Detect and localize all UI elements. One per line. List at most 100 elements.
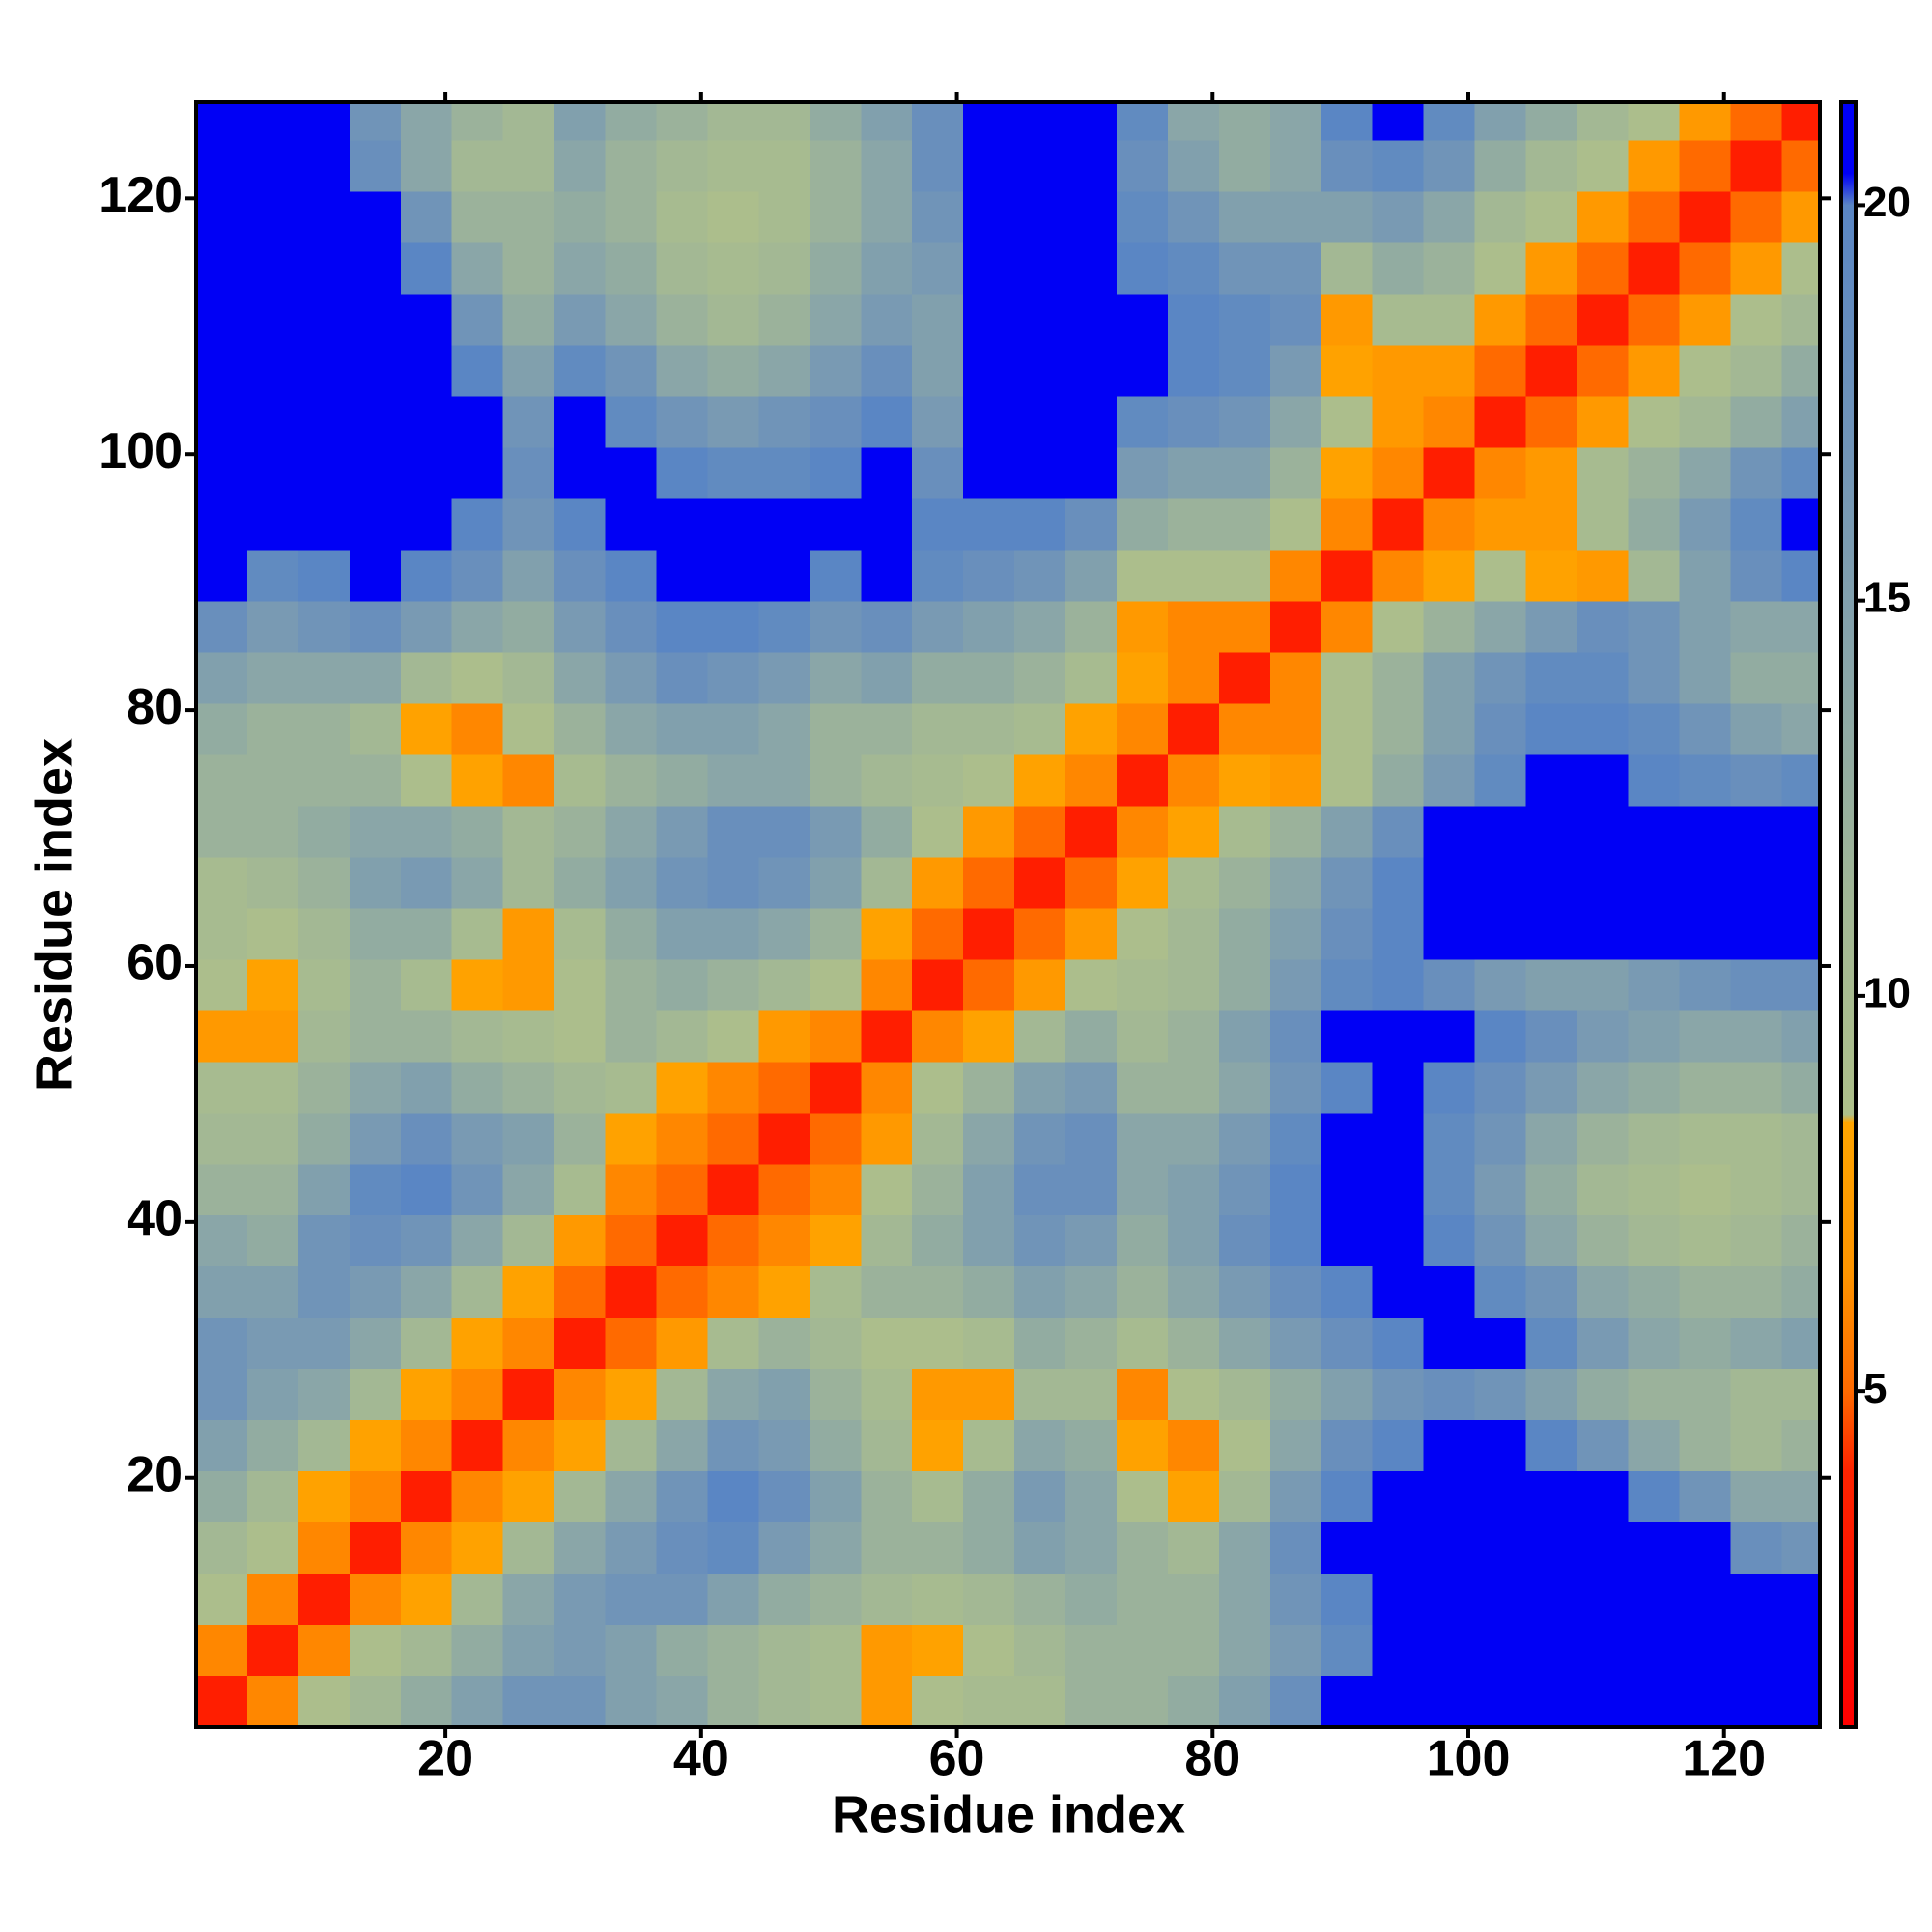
heatmap-cell: [758, 754, 810, 807]
heatmap-cell: [1065, 601, 1118, 653]
heatmap-cell: [707, 191, 759, 243]
heatmap-cell: [298, 1113, 350, 1165]
heatmap-cell: [554, 959, 606, 1011]
heatmap-cell: [1730, 1266, 1782, 1319]
heatmap-cell: [451, 550, 503, 602]
heatmap-cell: [963, 601, 1015, 653]
heatmap-cell: [246, 1625, 298, 1677]
heatmap-cell: [758, 1471, 810, 1523]
heatmap-cell: [1117, 652, 1168, 704]
heatmap-cell: [1781, 1266, 1820, 1319]
heatmap-cell: [1628, 1266, 1680, 1319]
heatmap-cell: [656, 1266, 708, 1319]
colorbar-tick-label: 15: [1863, 574, 1911, 621]
heatmap-cell: [246, 242, 298, 295]
heatmap-cell: [1423, 1010, 1475, 1063]
heatmap-cell: [758, 601, 810, 653]
heatmap-cell: [810, 1369, 862, 1421]
heatmap-cell: [451, 1471, 503, 1523]
heatmap-cell: [758, 1164, 810, 1216]
heatmap-cell: [196, 806, 247, 858]
heatmap-cell: [963, 1062, 1015, 1114]
heatmap-cell: [810, 1062, 862, 1114]
heatmap-cell: [349, 1522, 401, 1575]
heatmap-cell: [656, 908, 708, 960]
heatmap-cell: [912, 703, 964, 755]
heatmap-cell: [1577, 1215, 1629, 1267]
heatmap-cell: [1117, 1062, 1168, 1114]
heatmap-cell: [1117, 345, 1168, 397]
heatmap-cell: [1577, 908, 1629, 960]
heatmap-cell: [656, 806, 708, 858]
heatmap-cell: [298, 1625, 350, 1677]
heatmap-cell: [298, 102, 350, 141]
heatmap-cell: [196, 1369, 247, 1421]
heatmap-cell: [1577, 1471, 1629, 1523]
heatmap-cell: [1321, 857, 1373, 909]
heatmap-cell: [1474, 1574, 1526, 1626]
heatmap-cell: [1167, 102, 1219, 141]
heatmap-cell: [1781, 396, 1820, 448]
heatmap-cell: [963, 1215, 1015, 1267]
heatmap-cell: [1372, 1625, 1424, 1677]
heatmap-cell: [1218, 601, 1270, 653]
heatmap-cell: [246, 1010, 298, 1063]
heatmap-cell: [1117, 1215, 1168, 1267]
heatmap-cell: [196, 1471, 247, 1523]
heatmap-cell: [1679, 857, 1731, 909]
heatmap-cell: [963, 396, 1015, 448]
heatmap-cell: [1525, 294, 1577, 346]
heatmap-cell: [196, 1676, 247, 1727]
heatmap-cell: [1423, 294, 1475, 346]
heatmap-cell: [1474, 908, 1526, 960]
heatmap-cell: [554, 294, 606, 346]
heatmap-cell: [1781, 1676, 1820, 1727]
heatmap-cell: [912, 601, 964, 653]
heatmap-cell: [1679, 1062, 1731, 1114]
heatmap-cell: [1423, 102, 1475, 141]
y-tick-label: 100: [99, 423, 183, 479]
heatmap-cell: [810, 1625, 862, 1677]
heatmap-cell: [1525, 1062, 1577, 1114]
heatmap-cell: [1423, 242, 1475, 295]
heatmap-cell: [1679, 294, 1731, 346]
heatmap-cell: [349, 1420, 401, 1472]
heatmap-cell: [707, 857, 759, 909]
heatmap-cell: [1321, 959, 1373, 1011]
heatmap-cell: [246, 396, 298, 448]
heatmap-cell: [963, 1420, 1015, 1472]
heatmap-cell: [1117, 1369, 1168, 1421]
heatmap-cell: [451, 1062, 503, 1114]
plot-frame: [194, 100, 1822, 1729]
heatmap-cell: [196, 601, 247, 653]
heatmap-cell: [502, 1420, 554, 1472]
heatmap-cell: [1730, 703, 1782, 755]
heatmap-cell: [1474, 294, 1526, 346]
heatmap-cell: [1679, 498, 1731, 551]
heatmap-cell: [1730, 1522, 1782, 1575]
heatmap-cell: [400, 1676, 452, 1727]
heatmap-cell: [349, 1574, 401, 1626]
heatmap-cell: [1628, 1574, 1680, 1626]
heatmap-cell: [451, 959, 503, 1011]
heatmap-cell: [502, 1266, 554, 1319]
heatmap-cell: [1218, 1574, 1270, 1626]
heatmap-cell: [1525, 908, 1577, 960]
heatmap-cell: [1117, 498, 1168, 551]
heatmap-cell: [758, 652, 810, 704]
heatmap-cell: [298, 396, 350, 448]
heatmap-cell: [1577, 806, 1629, 858]
heatmap-cell: [1525, 1266, 1577, 1319]
heatmap-cell: [502, 447, 554, 499]
heatmap-cell: [1117, 1471, 1168, 1523]
heatmap-cell: [861, 191, 913, 243]
heatmap-cell: [963, 1522, 1015, 1575]
heatmap-cell: [1269, 1215, 1321, 1267]
heatmap-cell: [554, 1010, 606, 1063]
heatmap-cell: [1730, 242, 1782, 295]
heatmap-cell: [1781, 1369, 1820, 1421]
heatmap-cell: [1474, 396, 1526, 448]
heatmap-cell: [1269, 652, 1321, 704]
heatmap-cell: [1269, 1574, 1321, 1626]
heatmap-cell: [1679, 102, 1731, 141]
